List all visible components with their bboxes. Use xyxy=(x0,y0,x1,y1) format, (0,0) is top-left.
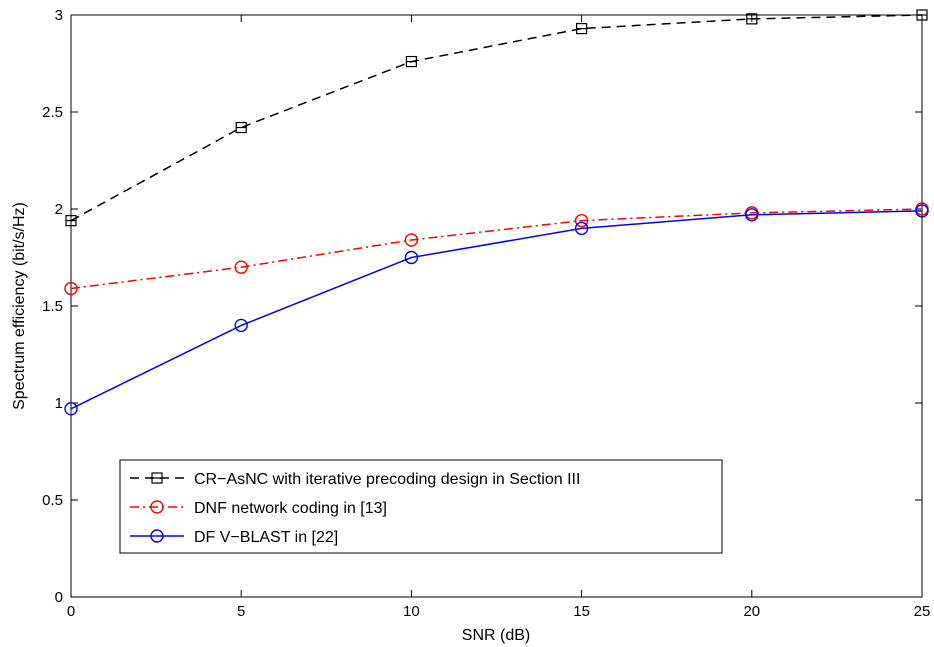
data-point xyxy=(915,204,929,218)
series-line xyxy=(70,210,923,410)
data-point xyxy=(745,208,759,222)
data-point xyxy=(64,281,78,296)
legend-label: DNF network coding in [13] xyxy=(194,500,387,517)
x-tick-label: 20 xyxy=(743,603,760,620)
data-point xyxy=(64,402,78,416)
x-tick-label: 5 xyxy=(237,603,245,620)
legend-marker xyxy=(150,529,164,543)
y-tick-label: 1.5 xyxy=(42,298,63,315)
legend-entry-0: CR−AsNC with iterative precoding design … xyxy=(130,471,580,488)
data-point xyxy=(404,250,419,265)
data-point xyxy=(234,260,248,274)
series-0 xyxy=(65,9,928,227)
y-tick-label: 0 xyxy=(55,589,63,606)
x-tick-label: 25 xyxy=(914,603,931,620)
legend-marker xyxy=(150,500,164,514)
legend-label: CR−AsNC with iterative precoding design … xyxy=(194,471,580,488)
y-tick-label: 0.5 xyxy=(42,492,63,509)
x-tick-label: 10 xyxy=(403,603,420,620)
legend-entry-2: DF V−BLAST in [22] xyxy=(130,529,338,546)
series-2 xyxy=(64,204,929,416)
y-tick-label: 2.5 xyxy=(42,104,63,121)
y-axis-label: Spectrum efficiency (bit/s/Hz) xyxy=(11,202,28,410)
y-tick-label: 1 xyxy=(55,395,63,412)
x-tick-label: 0 xyxy=(67,603,75,620)
legend-entry-1: DNF network coding in [13] xyxy=(130,500,387,517)
legend: CR−AsNC with iterative precoding design … xyxy=(119,459,723,554)
x-tick-label: 15 xyxy=(573,603,590,620)
x-axis-label: SNR (dB) xyxy=(462,627,530,644)
data-point xyxy=(574,213,589,228)
legend-label: DF V−BLAST in [22] xyxy=(194,529,338,546)
axis-ticks: 0 5 10 15 20 25 0 0.5 1 1.5 2 2.5 3 xyxy=(42,7,930,620)
data-point xyxy=(574,221,589,236)
series-layer xyxy=(64,9,929,416)
data-point xyxy=(234,318,248,333)
y-tick-label: 3 xyxy=(55,7,63,24)
legend-box xyxy=(119,459,723,554)
data-point xyxy=(404,233,419,247)
y-tick-label: 2 xyxy=(55,201,63,218)
